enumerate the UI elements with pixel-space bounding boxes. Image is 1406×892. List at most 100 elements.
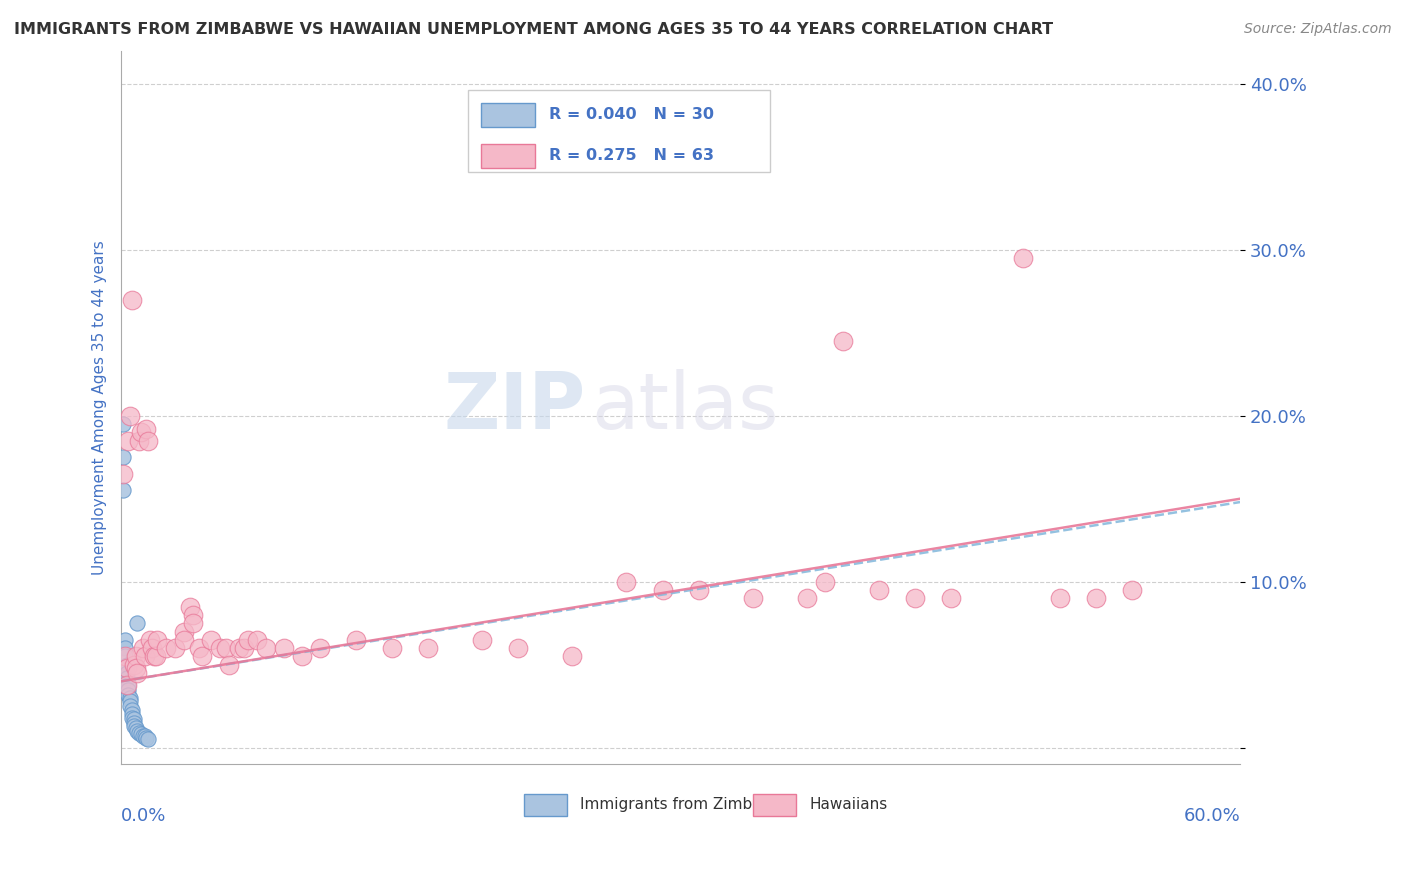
Point — [141, 641, 163, 656]
Point — [128, 725, 150, 739]
Point — [117, 688, 139, 702]
Point — [561, 649, 583, 664]
Point — [308, 641, 330, 656]
Point — [128, 434, 150, 448]
Point — [114, 632, 136, 647]
Text: Source: ZipAtlas.com: Source: ZipAtlas.com — [1244, 22, 1392, 37]
FancyBboxPatch shape — [468, 90, 770, 172]
Text: 0.0%: 0.0% — [121, 807, 166, 825]
Point — [381, 641, 404, 656]
Point — [114, 649, 136, 664]
Point — [651, 582, 673, 597]
Point — [471, 632, 494, 647]
Point — [191, 649, 214, 664]
Point — [115, 671, 138, 685]
Point — [1012, 251, 1035, 265]
Point — [688, 582, 710, 597]
Point — [122, 657, 145, 672]
Point — [1121, 582, 1143, 597]
Text: Immigrants from Zimbabwe: Immigrants from Zimbabwe — [579, 797, 793, 813]
Point — [179, 599, 201, 614]
Point — [814, 574, 837, 589]
Point — [183, 616, 205, 631]
Text: R = 0.040   N = 30: R = 0.040 N = 30 — [548, 107, 714, 122]
Point — [115, 665, 138, 680]
Text: Hawaiians: Hawaiians — [810, 797, 887, 813]
Point — [117, 678, 139, 692]
Point — [132, 729, 155, 743]
Point — [134, 729, 156, 743]
Text: ZIP: ZIP — [443, 369, 585, 445]
Text: atlas: atlas — [591, 369, 779, 445]
Point — [508, 641, 530, 656]
Point — [416, 641, 439, 656]
Point — [135, 422, 157, 436]
Point — [165, 641, 187, 656]
Point — [941, 591, 963, 606]
Point — [1049, 591, 1071, 606]
Point — [120, 409, 142, 423]
Point — [741, 591, 763, 606]
Point — [1084, 591, 1107, 606]
FancyBboxPatch shape — [754, 794, 796, 815]
Point — [136, 434, 159, 448]
Point — [120, 699, 142, 714]
Point — [215, 641, 238, 656]
Point — [129, 727, 152, 741]
Point — [136, 732, 159, 747]
Point — [114, 641, 136, 656]
FancyBboxPatch shape — [524, 794, 567, 815]
Point — [127, 616, 149, 631]
Point — [254, 641, 277, 656]
Point — [245, 632, 267, 647]
Point — [115, 678, 138, 692]
Point — [868, 582, 890, 597]
Point — [115, 657, 138, 672]
Point — [127, 724, 149, 739]
Point — [121, 293, 143, 307]
Point — [111, 483, 134, 498]
Point — [135, 731, 157, 745]
Point — [122, 713, 145, 727]
Point — [121, 707, 143, 722]
Point — [173, 632, 195, 647]
Point — [200, 632, 222, 647]
Point — [139, 632, 162, 647]
Point — [120, 690, 142, 705]
Point — [146, 632, 169, 647]
Point — [134, 649, 156, 664]
Point — [904, 591, 927, 606]
Point — [142, 649, 165, 664]
Point — [187, 641, 209, 656]
Point — [832, 334, 855, 348]
Point — [114, 649, 136, 664]
FancyBboxPatch shape — [481, 144, 536, 168]
Point — [232, 641, 254, 656]
Point — [145, 649, 167, 664]
Point — [124, 661, 146, 675]
Point — [183, 607, 205, 622]
Point — [796, 591, 818, 606]
Point — [236, 632, 259, 647]
Point — [273, 641, 295, 656]
Point — [129, 425, 152, 440]
Point — [111, 467, 134, 481]
Point — [127, 665, 149, 680]
Point — [115, 661, 138, 675]
Point — [124, 721, 146, 735]
Point — [291, 649, 314, 664]
Y-axis label: Unemployment Among Ages 35 to 44 years: Unemployment Among Ages 35 to 44 years — [93, 240, 107, 574]
FancyBboxPatch shape — [481, 103, 536, 127]
Point — [122, 715, 145, 730]
Text: R = 0.275   N = 63: R = 0.275 N = 63 — [548, 148, 714, 163]
Point — [132, 641, 155, 656]
Point — [616, 574, 638, 589]
Point — [111, 450, 134, 465]
Point — [173, 624, 195, 639]
Text: IMMIGRANTS FROM ZIMBABWE VS HAWAIIAN UNEMPLOYMENT AMONG AGES 35 TO 44 YEARS CORR: IMMIGRANTS FROM ZIMBABWE VS HAWAIIAN UNE… — [14, 22, 1053, 37]
Point — [209, 641, 232, 656]
Point — [111, 417, 134, 431]
Text: 60.0%: 60.0% — [1184, 807, 1240, 825]
Point — [124, 649, 146, 664]
Point — [121, 702, 143, 716]
